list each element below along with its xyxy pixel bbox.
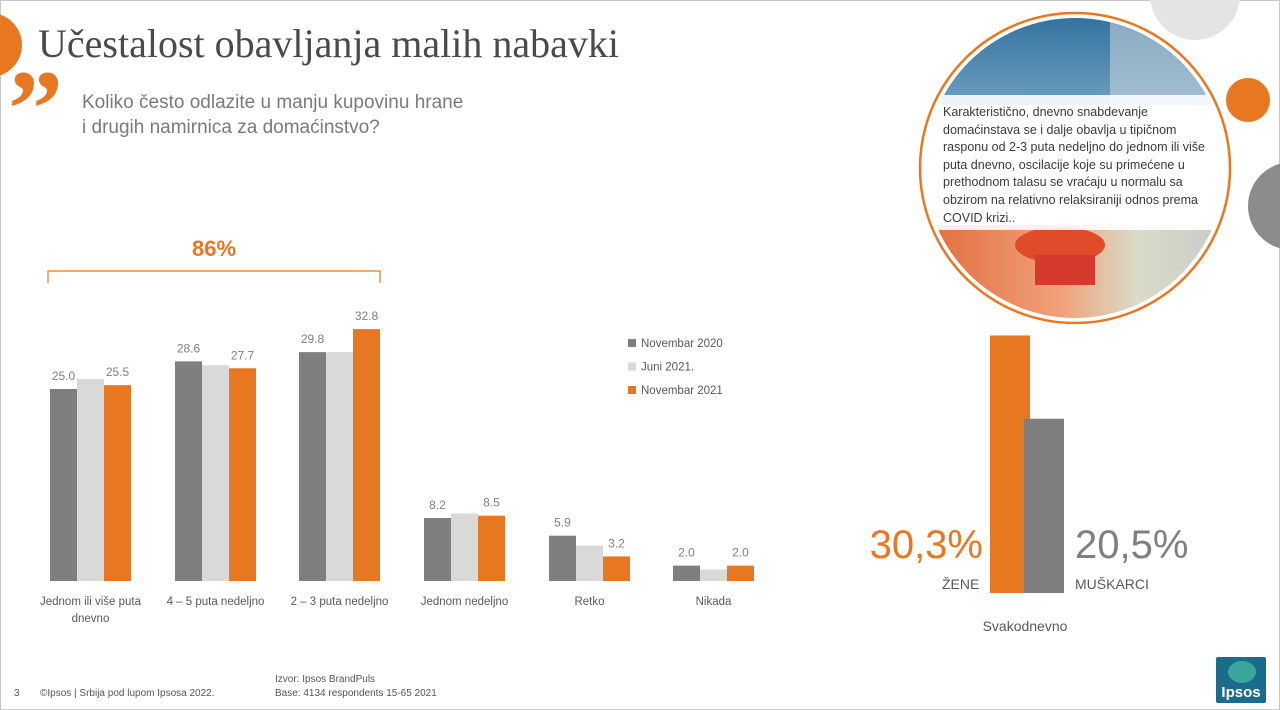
data-label: 2.0 <box>732 546 749 560</box>
legend-label: Novembar 2021 <box>641 385 723 397</box>
question-line-1: Koliko često odlazite u manju kupovinu h… <box>82 92 464 113</box>
bar <box>451 513 478 581</box>
orange-corner-circle <box>0 14 22 76</box>
data-label: 8.5 <box>483 496 500 510</box>
data-label: 3.2 <box>608 536 625 550</box>
grey-side-circle <box>1248 163 1280 249</box>
side-category-label: MUŠKARCI <box>1075 576 1149 592</box>
bar <box>175 361 202 581</box>
bar <box>77 379 104 581</box>
bar <box>202 365 229 581</box>
bracket <box>47 270 381 283</box>
base-text: Base: 4134 respondents 15-65 2021 <box>275 688 437 699</box>
data-label: 28.6 <box>177 341 201 355</box>
side-category-label: ŽENE <box>942 576 979 592</box>
bar <box>603 556 630 581</box>
bar <box>478 515 505 581</box>
photo-circle-ring <box>918 11 1232 325</box>
side-value-label: 30,3% <box>870 523 983 567</box>
category-label: Retko <box>574 596 604 608</box>
logo-oval-icon <box>1228 661 1256 683</box>
legend-swatch <box>628 362 636 371</box>
side-chart-title: Svakodnevno <box>983 618 1068 634</box>
bracket-label: 86% <box>192 236 236 261</box>
bar <box>353 329 380 581</box>
quote-icon: ” <box>8 48 63 170</box>
category-label: Jednom ili više puta <box>40 596 142 608</box>
legend-swatch <box>628 339 636 347</box>
source-text: Izvor: Ipsos BrandPuls <box>275 674 376 685</box>
ipsos-logo: Ipsos <box>1216 657 1266 703</box>
category-label: 2 – 3 puta nedeljno <box>291 596 389 608</box>
bar <box>104 385 131 581</box>
bar <box>673 565 700 581</box>
bar <box>299 352 326 581</box>
data-label: 27.7 <box>231 348 255 362</box>
bar <box>700 569 727 581</box>
logo-text: Ipsos <box>1221 684 1261 701</box>
data-label: 25.5 <box>106 365 130 379</box>
orange-side-circle <box>1226 78 1270 122</box>
bar <box>727 565 754 581</box>
page-number: 3 <box>14 688 20 699</box>
photo-text-panel <box>925 95 1225 230</box>
data-label: 32.8 <box>355 309 379 323</box>
legend-label: Juni 2021. <box>641 362 694 374</box>
question-text: Koliko često odlazite u manju kupovinu h… <box>82 90 502 140</box>
question-line-2: i drugih namirnica za domaćinstvo? <box>82 117 380 138</box>
side-bar <box>1024 418 1064 593</box>
data-label: 5.9 <box>554 516 571 530</box>
bar <box>229 368 256 581</box>
category-label: dnevno <box>72 613 110 625</box>
data-label: 2.0 <box>678 546 695 560</box>
category-label: Jednom nedeljno <box>421 596 509 608</box>
side-bar <box>990 335 1030 593</box>
category-label: Nikada <box>696 596 732 608</box>
data-label: 8.2 <box>429 498 446 512</box>
page-title: Učestalost obavljanja malih nabavki <box>38 21 619 66</box>
category-label: 4 – 5 puta nedeljno <box>167 596 265 608</box>
data-label: 25.0 <box>52 369 76 383</box>
bar <box>549 535 576 581</box>
grey-bg-circle <box>1150 0 1240 40</box>
bar <box>326 352 353 581</box>
bar <box>50 389 77 581</box>
side-value-label: 20,5% <box>1075 523 1188 567</box>
data-label: 29.8 <box>301 332 325 346</box>
bar <box>576 545 603 581</box>
copyright-text: ©Ipsos | Srbija pod lupom Ipsosa 2022. <box>40 688 215 699</box>
legend-label: Novembar 2020 <box>641 338 723 350</box>
legend-swatch <box>628 386 636 394</box>
bubble-text: Karakteristično, dnevno snabdevanje doma… <box>943 105 1205 225</box>
bar <box>424 518 451 581</box>
